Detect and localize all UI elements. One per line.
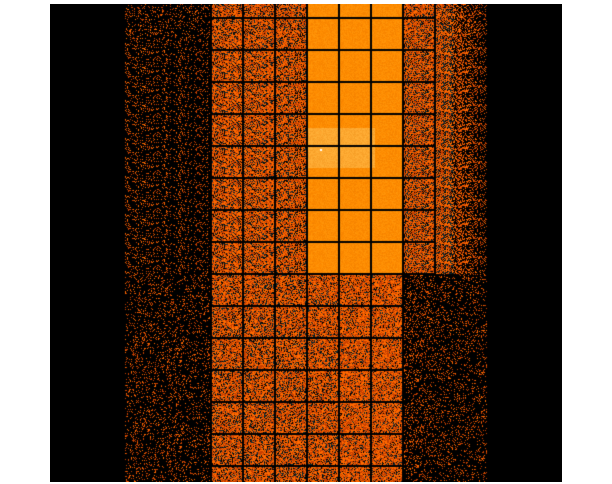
detector-image: [50, 4, 562, 482]
detector-image-canvas: [50, 4, 562, 482]
